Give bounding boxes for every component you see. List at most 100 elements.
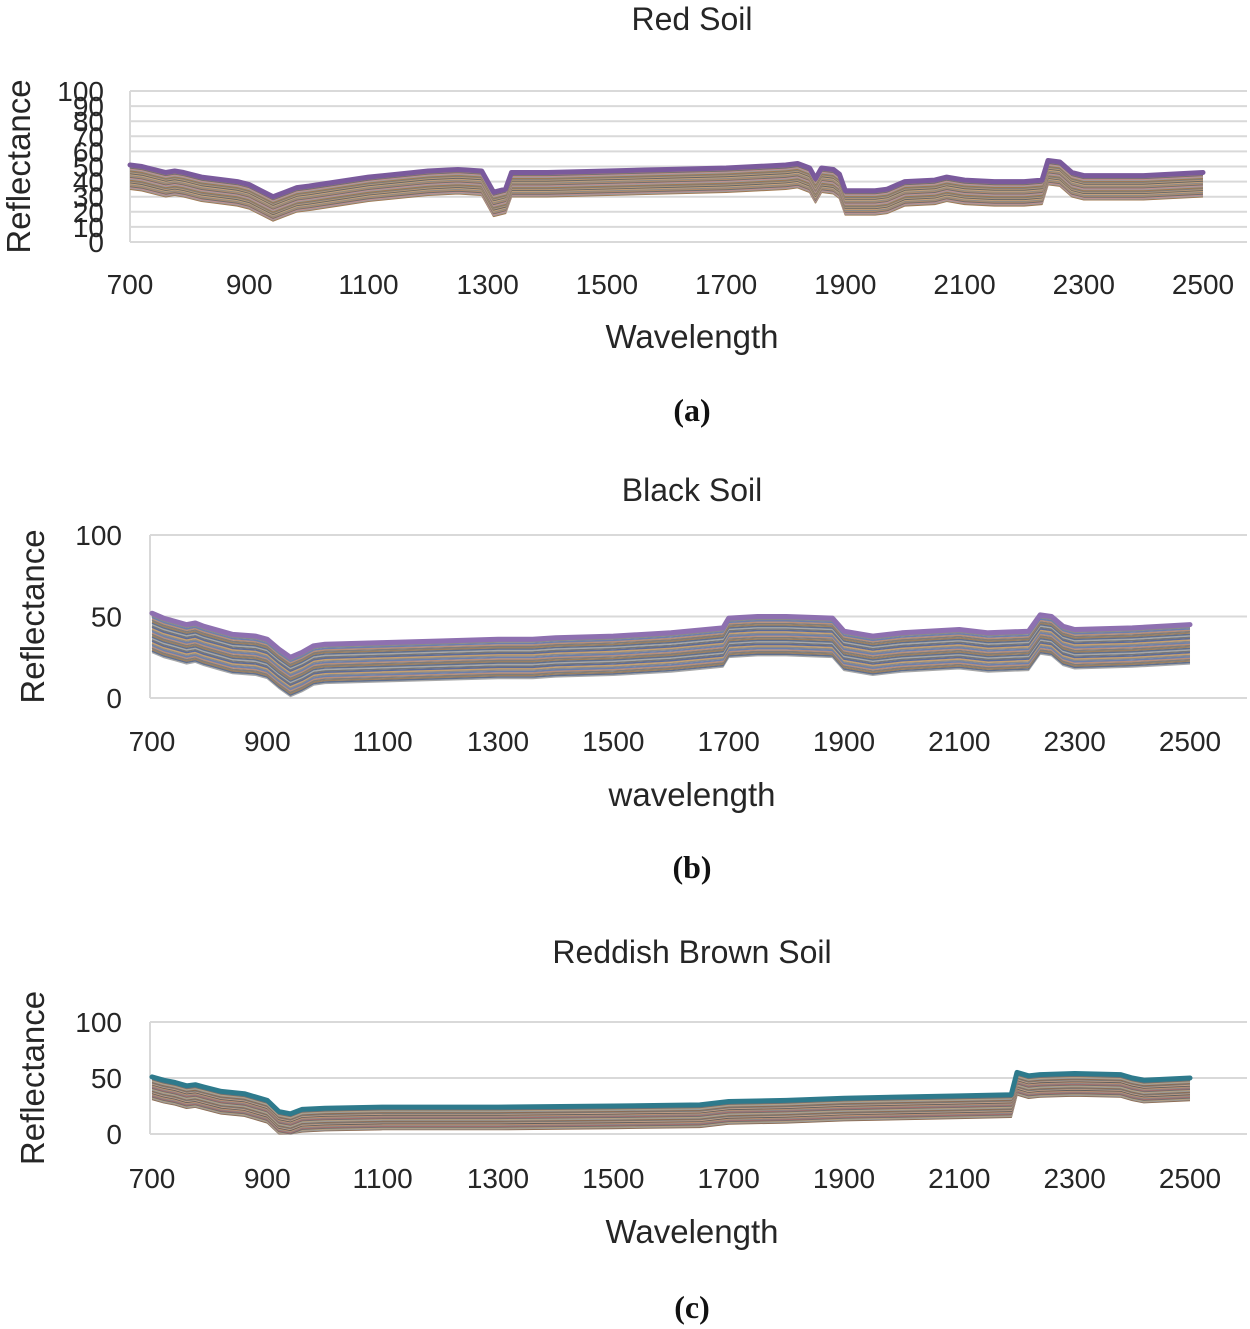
spectral-band-line [129,181,1204,219]
spectral-band-line [151,625,1191,671]
spectral-band-line [151,640,1191,686]
x-tick-label: 900 [226,269,273,300]
x-axis-label: Wavelength [605,318,778,355]
x-tick-label: 900 [244,726,291,757]
x-axis-label: wavelength [608,776,776,813]
x-tick-label: 1500 [582,1163,644,1194]
spectral-band-line [129,163,1204,202]
x-tick-label: 700 [107,269,154,300]
y-tick-label: 70 [73,121,104,152]
x-tick-label: 1100 [353,726,413,757]
spectral-band-line [129,164,1204,203]
spectral-band-line [129,165,1204,204]
spectral-band-line [151,651,1191,698]
y-axis-label: Reflectance [14,991,51,1165]
spectral-band-line [151,615,1191,661]
spectral-band-line [129,180,1204,218]
y-tick-label: 20 [73,197,104,228]
chart-title: Red Soil [632,1,753,37]
x-tick-label: 2100 [928,1163,990,1194]
spectral-band-line [129,175,1204,214]
spectral-band-line [151,1075,1191,1119]
spectral-band-line [151,627,1191,674]
x-tick-label: 1100 [338,269,398,300]
y-tick-label: 100 [57,76,104,107]
spectral-band-line [151,1091,1191,1135]
spectral-band-line [129,162,1204,201]
y-tick-label: 100 [75,1007,122,1038]
spectral-band-line [151,1081,1191,1125]
spectral-band-line [151,1077,1191,1121]
chart-title: Black Soil [622,472,763,508]
panel-caption: (c) [674,1289,710,1325]
spectral-band-line [151,629,1191,675]
y-tick-label: 0 [88,227,104,258]
y-axis-label: Reflectance [14,529,51,703]
spectral-band-line [151,650,1191,696]
y-tick-label: 90 [73,91,104,122]
y-tick-label: 50 [91,602,122,633]
spectral-band-line [151,644,1191,691]
y-tick-label: 0 [106,1119,122,1150]
x-tick-label: 2100 [928,726,990,757]
y-tick-label: 0 [106,683,122,714]
x-tick-label: 1500 [576,269,638,300]
spectral-band-line [129,176,1204,215]
spectral-band-line [129,172,1204,211]
spectral-band-line [151,622,1191,668]
x-tick-label: 2100 [933,269,995,300]
spectral-band-line [129,168,1204,206]
spectral-band-line [151,626,1191,672]
spectral-band-line [129,179,1204,217]
y-tick-label: 80 [73,106,104,137]
spectral-band-line [151,623,1191,670]
x-tick-label: 1700 [695,269,757,300]
y-tick-label: 40 [73,167,104,198]
spectral-band-line [151,618,1191,664]
x-tick-label: 2300 [1053,269,1115,300]
y-axis-label: Reflectance [0,79,37,253]
spectral-band-line [129,183,1204,222]
x-tick-label: 1900 [814,269,876,300]
spectral-band-line [129,167,1204,205]
spectral-band-line [151,639,1191,685]
spectral-band-line [151,633,1191,679]
spectral-band-line [151,641,1191,688]
x-tick-label: 1100 [353,1163,413,1194]
spectral-band-line [129,171,1204,210]
x-tick-label: 2500 [1159,726,1221,757]
spectral-band-line [129,177,1204,216]
x-tick-label: 900 [244,1163,291,1194]
y-tick-label: 30 [73,182,104,213]
spectral-band-line [151,634,1191,681]
spectral-band-line [129,174,1204,213]
spectral-band-line [129,166,1204,204]
spectral-band-line [151,648,1191,695]
spectral-band-line [129,173,1204,212]
spectral-band-line [151,620,1191,667]
x-tick-label: 1900 [813,1163,875,1194]
y-tick-label: 50 [73,152,104,183]
x-tick-label: 1300 [467,726,529,757]
y-tick-label: 10 [73,212,104,243]
x-tick-label: 1900 [813,726,875,757]
spectral-band-line [129,170,1204,209]
spectral-band-line [129,169,1204,207]
x-tick-label: 1700 [698,1163,760,1194]
spectral-band-line [151,619,1191,665]
top-series-line [149,610,1193,660]
x-tick-label: 1500 [582,726,644,757]
y-tick-label: 100 [75,520,122,551]
spectral-band-line [129,182,1204,220]
x-tick-label: 1700 [698,726,760,757]
spectral-band-line [151,1093,1191,1135]
panel-reddish-brown-soil: Reddish Brown Soil 0 50 100 700 900 1100 1300 15… [14,934,1247,1325]
x-tick-label: 2300 [1044,1163,1106,1194]
spectral-band-line [151,643,1191,689]
x-tick-label: 2500 [1159,1163,1221,1194]
top-series-line [149,1069,1193,1117]
y-tick-label: 60 [73,136,104,167]
top-series-line [127,158,1206,200]
